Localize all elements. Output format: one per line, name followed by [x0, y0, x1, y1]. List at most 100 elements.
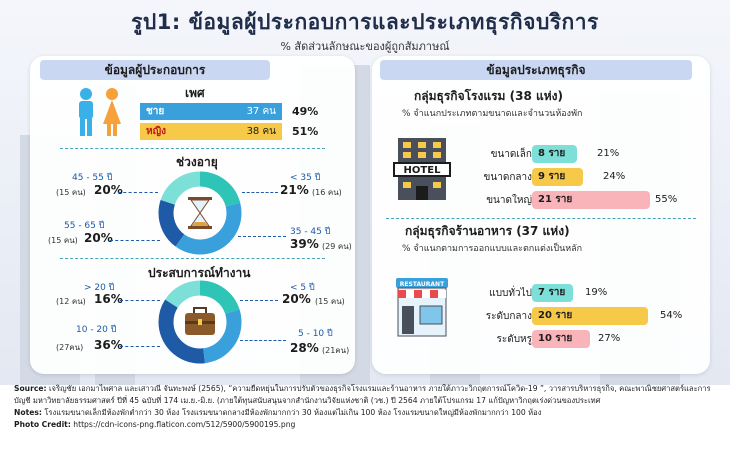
- gender-title: เพศ: [185, 86, 205, 100]
- leader-line: [120, 300, 160, 301]
- age-label-under-35: < 35 ปี: [290, 173, 321, 183]
- age-label-35-45: 35 - 45 ปี: [290, 227, 331, 237]
- divider: [60, 258, 325, 259]
- source-text: เจริญชัย เอกมาไพศาล และเสาวณี จันทะพงษ์ …: [14, 384, 711, 405]
- restaurant-icon: RESTAURANT: [396, 278, 448, 337]
- age-count-under-35: (16 คน): [312, 188, 342, 197]
- restaurant-label-mid: ระดับกลาง: [485, 311, 532, 322]
- footer-notes: Notes: โรงแรมขนาดเล็กมีห้องพักต่ำกว่า 30…: [14, 407, 719, 419]
- business-panel-header: ข้อมูลประเภทธุรกิจ: [380, 60, 692, 80]
- female-icon: [103, 88, 121, 136]
- footer: Source: เจริญชัย เอกมาไพศาล และเสาวณี จั…: [14, 383, 719, 431]
- leader-line: [240, 340, 286, 341]
- hotel-count-large: 21 ราย: [538, 194, 573, 205]
- gender-icons: [79, 88, 121, 136]
- gender-bar-male: ชาย 37 คน: [140, 103, 282, 120]
- hotel-count-medium: 9 ราย: [538, 171, 566, 182]
- exp-label-5-10: 5 - 10 ปี: [298, 329, 333, 339]
- hotel-sign-text: HOTEL: [404, 165, 442, 176]
- leader-line: [118, 192, 158, 193]
- gender-label-male: ชาย: [146, 106, 165, 117]
- page-title: รูป1: ข้อมูลผู้ประกอบการและประเภทธุรกิจบ…: [131, 10, 599, 34]
- exp-pct-under-5: 20%: [282, 292, 311, 306]
- hotel-bar-large: 21 ราย: [532, 191, 650, 209]
- age-count-35-45: (29 คน): [322, 242, 352, 251]
- briefcase-icon: [185, 307, 215, 335]
- restaurant-title: กลุ่มธุรกิจร้านอาหาร (37 แห่ง): [405, 224, 570, 238]
- hotel-pct-medium: 24%: [603, 171, 626, 182]
- restaurant-pct-luxury: 27%: [598, 333, 621, 344]
- exp-label-under-5: < 5 ปี: [290, 283, 315, 293]
- hotel-label-large: ขนาดใหญ่: [486, 195, 532, 206]
- age-donut-slice: [158, 171, 242, 255]
- hotel-pct-large: 55%: [655, 194, 678, 205]
- restaurant-count-general: 7 ราย: [538, 287, 566, 298]
- age-pct-under-35: 21%: [280, 183, 309, 197]
- source-label: Source:: [14, 384, 47, 393]
- exp-donut-slice: [158, 280, 242, 364]
- gender-pct-female: 51%: [292, 125, 319, 138]
- age-donut-slice: [158, 171, 242, 255]
- age-pct-55-65: 20%: [84, 231, 113, 245]
- age-count-55-65: (15 คน): [48, 236, 78, 245]
- credit-text: https://cdn-icons-png.flaticon.com/512/5…: [73, 420, 296, 429]
- hotel-title: กลุ่มธุรกิจโรงแรม (38 แห่ง): [414, 89, 563, 103]
- footer-credit: Photo Credit: https://cdn-icons-png.flat…: [14, 419, 719, 431]
- restaurant-sign-text: RESTAURANT: [400, 281, 445, 288]
- restaurant-bar-mid: 20 ราย: [532, 307, 648, 325]
- restaurant-pct-mid: 54%: [660, 310, 683, 321]
- exp-count-under-5: (15 คน): [315, 297, 345, 306]
- exp-donut-slice: [158, 280, 242, 364]
- leader-line: [242, 192, 278, 193]
- restaurant-label-luxury: ระดับหรู: [496, 334, 532, 345]
- hotel-count-small: 8 ราย: [538, 148, 566, 159]
- exp-count-over-20: (12 คน): [56, 297, 86, 306]
- page-subtitle: % สัดส่วนลักษณะของผู้ถูกสัมภาษณ์: [280, 40, 450, 53]
- gender-label-female: หญิง: [146, 126, 166, 137]
- exp-count-10-20: (27คน): [56, 343, 84, 352]
- leader-line: [120, 346, 160, 347]
- exp-pct-over-20: 16%: [94, 292, 123, 306]
- hotel-pct-small: 21%: [597, 148, 620, 159]
- hourglass-icon: [188, 197, 212, 229]
- divider: [386, 218, 696, 219]
- notes-text: โรงแรมขนาดเล็กมีห้องพักต่ำกว่า 30 ห้อง โ…: [44, 408, 542, 417]
- age-title: ช่วงอายุ: [176, 155, 218, 169]
- leader-line: [240, 300, 278, 301]
- footer-source: Source: เจริญชัย เอกมาไพศาล และเสาวณี จั…: [14, 383, 719, 407]
- age-pct-35-45: 39%: [290, 237, 319, 251]
- leader-line: [110, 240, 160, 241]
- hotel-label-medium: ขนาดกลาง: [483, 172, 532, 183]
- gender-bar-female: หญิง 38 คน: [140, 123, 282, 140]
- gender-count-male: 37 คน: [246, 106, 276, 117]
- hotel-subtitle: % จำแนกประเภทตามขนาดและจำนวนห้องพัก: [402, 109, 583, 119]
- hotel-bar-medium: 9 ราย: [532, 168, 583, 186]
- exp-label-10-20: 10 - 20 ปี: [76, 325, 117, 335]
- age-label-45-55: 45 - 55 ปี: [72, 173, 113, 183]
- restaurant-count-luxury: 10 ราย: [538, 333, 573, 344]
- exp-count-5-10: (21คน): [322, 346, 350, 355]
- restaurant-label-general: แบบทั่วไป: [489, 288, 532, 299]
- exp-pct-5-10: 28%: [290, 341, 319, 355]
- male-icon: [79, 88, 93, 136]
- gender-count-female: 38 คน: [246, 126, 276, 137]
- notes-label: Notes:: [14, 408, 42, 417]
- experience-title: ประสบการณ์ทำงาน: [148, 266, 251, 280]
- age-count-45-55: (15 คน): [56, 188, 86, 197]
- exp-donut-slice: [158, 280, 242, 364]
- restaurant-bar-luxury: 10 ราย: [532, 330, 590, 348]
- age-pct-45-55: 20%: [94, 183, 123, 197]
- restaurant-pct-general: 19%: [585, 287, 608, 298]
- leader-line: [238, 236, 286, 237]
- restaurant-subtitle: % จำแนกตามการออกแบบและตกแต่งเป็นหลัก: [402, 244, 583, 254]
- hotel-label-small: ขนาดเล็ก: [490, 149, 532, 160]
- divider: [60, 148, 325, 149]
- age-label-55-65: 55 - 65 ปี: [64, 221, 105, 231]
- hotel-bar-small: 8 ราย: [532, 145, 577, 163]
- exp-pct-10-20: 36%: [94, 338, 123, 352]
- credit-label: Photo Credit:: [14, 420, 71, 429]
- exp-label-over-20: > 20 ปี: [84, 283, 115, 293]
- age-donut-slice: [158, 171, 242, 255]
- operator-panel-header: ข้อมูลผู้ประกอบการ: [40, 60, 270, 80]
- restaurant-count-mid: 20 ราย: [538, 310, 573, 321]
